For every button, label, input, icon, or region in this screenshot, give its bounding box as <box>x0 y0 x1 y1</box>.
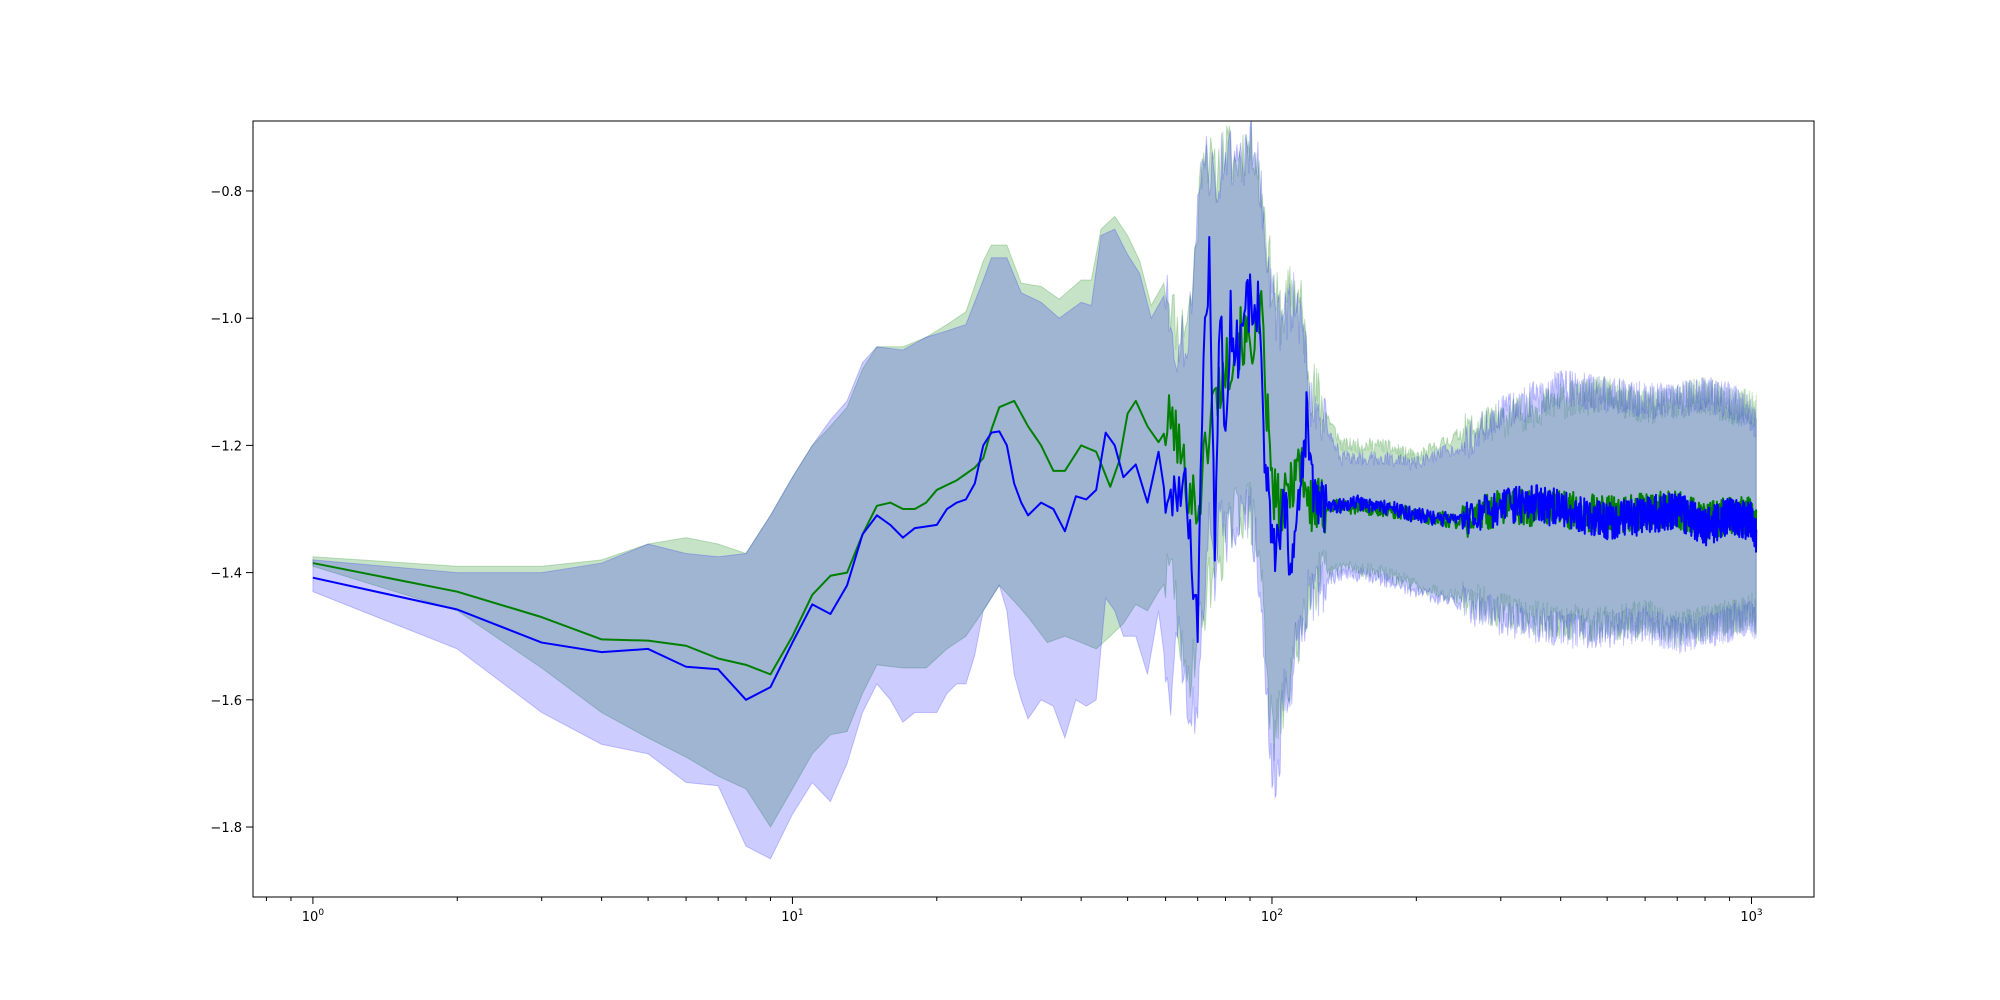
y-tick-label: −1.2 <box>210 439 242 454</box>
y-tick-label: −0.8 <box>210 185 242 200</box>
x-tick-label: 103 <box>1740 908 1762 925</box>
line-series-1 <box>312 290 1758 676</box>
x-tick-label: 101 <box>781 908 803 925</box>
confidence-bands <box>312 121 1757 860</box>
y-tick-label: −1.4 <box>210 567 242 582</box>
line-series-2 <box>312 236 1758 701</box>
series-lines <box>312 236 1758 701</box>
band-series-2 <box>312 121 1757 860</box>
y-tick-label: −1.8 <box>210 821 242 836</box>
y-tick-label: −1.6 <box>210 694 242 709</box>
x-axis: 100 101 102 103 <box>265 897 1763 925</box>
y-axis: −0.8 −1.0 −1.2 −1.4 −1.6 −1.8 <box>210 185 253 836</box>
plot-frame <box>252 120 1815 898</box>
x-tick-label: 102 <box>1261 908 1283 925</box>
y-tick-label: −1.0 <box>210 312 242 327</box>
band-series-1 <box>312 121 1757 828</box>
x-tick-label: 100 <box>302 908 325 925</box>
